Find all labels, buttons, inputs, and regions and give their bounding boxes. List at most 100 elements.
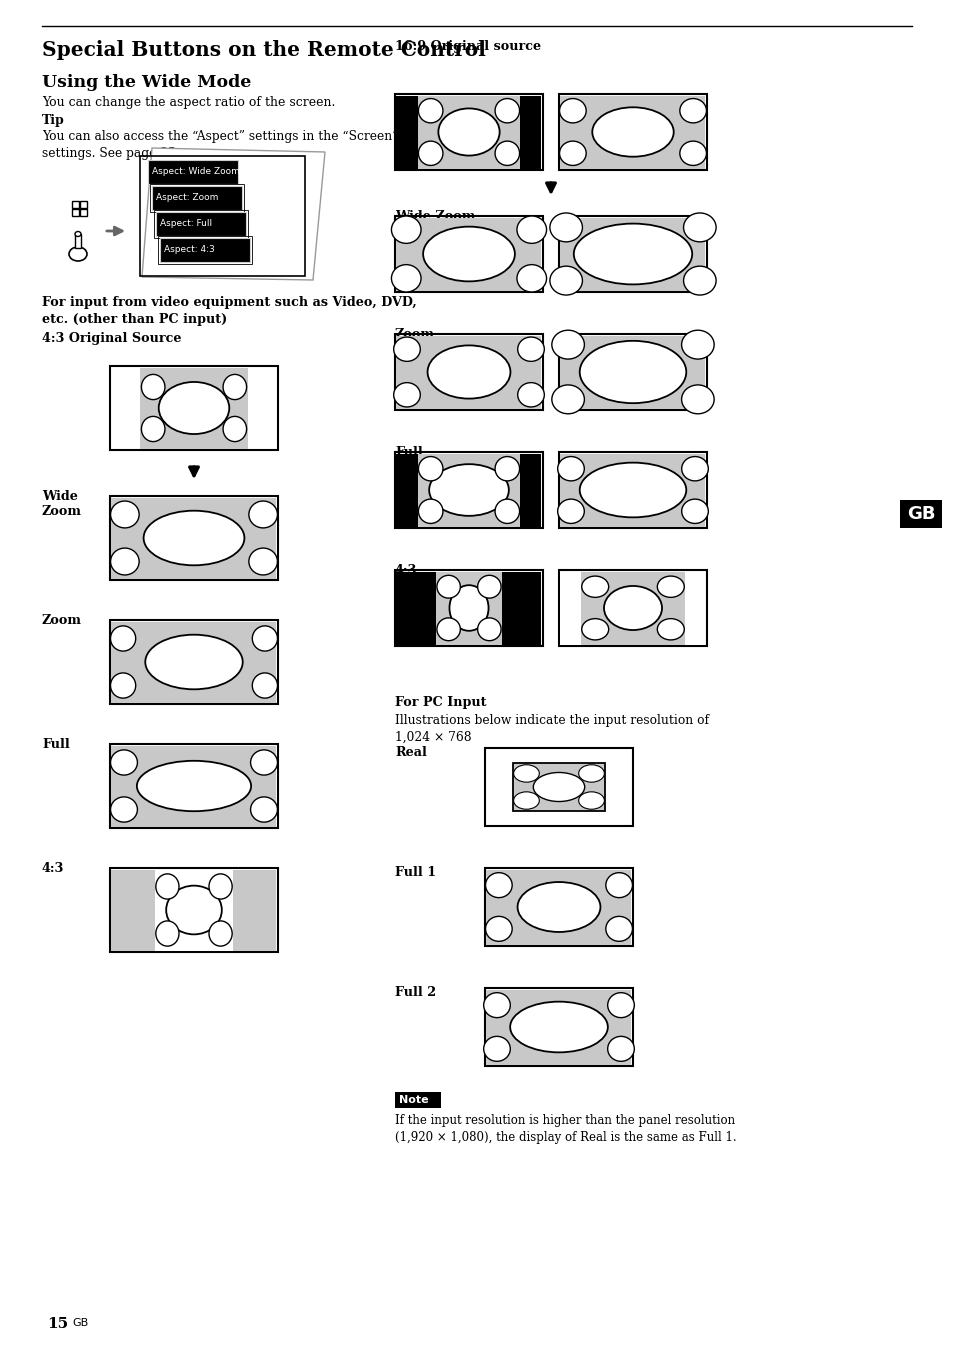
Bar bbox=[110, 620, 277, 704]
Ellipse shape bbox=[111, 750, 137, 776]
Bar bbox=[395, 570, 542, 645]
Ellipse shape bbox=[578, 792, 604, 810]
Ellipse shape bbox=[681, 457, 707, 481]
Bar bbox=[396, 453, 419, 526]
Ellipse shape bbox=[251, 797, 277, 822]
Text: 16:9 Original source: 16:9 Original source bbox=[395, 39, 540, 53]
Ellipse shape bbox=[249, 500, 277, 527]
Bar bbox=[436, 571, 501, 644]
Ellipse shape bbox=[209, 873, 232, 899]
Ellipse shape bbox=[592, 107, 673, 157]
Ellipse shape bbox=[680, 331, 714, 359]
Ellipse shape bbox=[558, 499, 583, 523]
Bar bbox=[112, 498, 276, 579]
Ellipse shape bbox=[252, 626, 277, 651]
Ellipse shape bbox=[249, 548, 277, 575]
Ellipse shape bbox=[533, 773, 584, 801]
Ellipse shape bbox=[251, 750, 277, 776]
Bar bbox=[396, 335, 541, 408]
Text: Zoom: Zoom bbox=[42, 614, 82, 626]
Ellipse shape bbox=[394, 338, 420, 361]
Text: For input from video equipment such as Video, DVD,
etc. (other than PC input): For input from video equipment such as V… bbox=[42, 296, 416, 325]
Text: Illustrations below indicate the input resolution of
1,024 × 768: Illustrations below indicate the input r… bbox=[395, 715, 708, 744]
Ellipse shape bbox=[578, 765, 604, 782]
Bar bbox=[558, 452, 706, 527]
Ellipse shape bbox=[144, 511, 244, 565]
Bar bbox=[518, 453, 541, 526]
Bar bbox=[148, 160, 237, 184]
Bar bbox=[484, 989, 633, 1066]
Text: Real: Real bbox=[395, 746, 426, 759]
Ellipse shape bbox=[209, 921, 232, 946]
Ellipse shape bbox=[166, 885, 222, 934]
Ellipse shape bbox=[517, 382, 544, 407]
Ellipse shape bbox=[549, 213, 582, 241]
Ellipse shape bbox=[517, 216, 546, 243]
Ellipse shape bbox=[485, 873, 512, 898]
Bar bbox=[486, 990, 631, 1064]
Ellipse shape bbox=[549, 266, 582, 296]
Text: GB: GB bbox=[71, 1318, 89, 1328]
Ellipse shape bbox=[495, 141, 519, 165]
Bar bbox=[396, 571, 437, 644]
Bar bbox=[484, 749, 633, 826]
Text: Wide
Zoom: Wide Zoom bbox=[42, 490, 82, 518]
Text: 15: 15 bbox=[47, 1317, 68, 1332]
Ellipse shape bbox=[579, 462, 685, 518]
Ellipse shape bbox=[657, 576, 683, 598]
Bar bbox=[71, 201, 79, 207]
Bar bbox=[153, 210, 248, 239]
Text: Full 1: Full 1 bbox=[395, 866, 436, 879]
Bar bbox=[395, 452, 542, 527]
Text: GB: GB bbox=[905, 504, 934, 523]
Bar bbox=[396, 217, 541, 290]
Bar bbox=[396, 95, 419, 168]
Text: Wide Zoom: Wide Zoom bbox=[395, 210, 475, 222]
Bar bbox=[71, 209, 79, 216]
Ellipse shape bbox=[111, 500, 139, 527]
Bar bbox=[558, 334, 706, 410]
Ellipse shape bbox=[607, 1036, 634, 1062]
Ellipse shape bbox=[427, 346, 510, 399]
Ellipse shape bbox=[223, 374, 246, 400]
Ellipse shape bbox=[681, 499, 707, 523]
Bar bbox=[558, 94, 706, 170]
Ellipse shape bbox=[145, 635, 242, 689]
Bar bbox=[484, 868, 633, 946]
Text: 4:3: 4:3 bbox=[395, 564, 416, 578]
Bar bbox=[160, 239, 250, 262]
Ellipse shape bbox=[252, 673, 277, 698]
Ellipse shape bbox=[657, 618, 683, 640]
Ellipse shape bbox=[679, 99, 706, 123]
Ellipse shape bbox=[517, 881, 599, 932]
Ellipse shape bbox=[155, 873, 179, 899]
Ellipse shape bbox=[495, 457, 519, 481]
Bar bbox=[150, 184, 244, 212]
Bar bbox=[899, 500, 941, 527]
Ellipse shape bbox=[477, 575, 500, 598]
Ellipse shape bbox=[429, 464, 508, 515]
Ellipse shape bbox=[477, 618, 500, 640]
Ellipse shape bbox=[517, 264, 546, 292]
Ellipse shape bbox=[111, 797, 137, 822]
Ellipse shape bbox=[436, 618, 460, 640]
Ellipse shape bbox=[680, 385, 714, 414]
Bar bbox=[156, 212, 246, 236]
Bar bbox=[112, 746, 276, 827]
Bar bbox=[112, 621, 276, 702]
Ellipse shape bbox=[158, 382, 229, 434]
Bar bbox=[417, 453, 519, 526]
Ellipse shape bbox=[551, 385, 584, 414]
Text: You can also access the “Aspect” settings in the “Screen”
settings. See page 25.: You can also access the “Aspect” setting… bbox=[42, 130, 398, 160]
Ellipse shape bbox=[223, 416, 246, 442]
Text: 4:3 Original Source: 4:3 Original Source bbox=[42, 332, 181, 344]
Bar bbox=[75, 235, 81, 248]
Ellipse shape bbox=[136, 761, 251, 811]
Text: 4:3: 4:3 bbox=[42, 862, 64, 875]
Bar bbox=[558, 570, 706, 645]
Ellipse shape bbox=[495, 499, 519, 523]
Ellipse shape bbox=[558, 457, 583, 481]
Ellipse shape bbox=[394, 382, 420, 407]
Ellipse shape bbox=[510, 1002, 607, 1052]
Bar bbox=[155, 869, 233, 951]
